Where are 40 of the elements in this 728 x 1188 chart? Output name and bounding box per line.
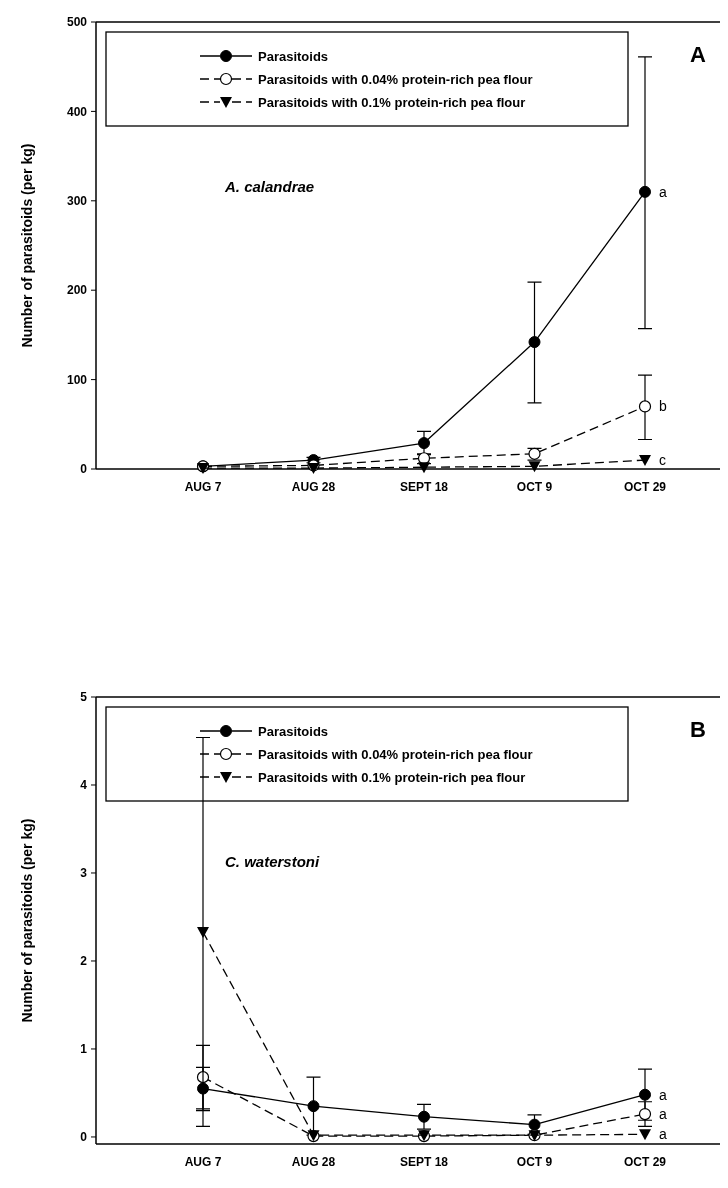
x-tick-label: AUG 28	[291, 1155, 336, 1169]
x-tick-label: OCT 9	[516, 480, 553, 494]
annotation: c	[659, 451, 666, 468]
x-tick-label: OCT 29	[623, 1155, 667, 1169]
y-tick-label: 100	[66, 372, 88, 387]
annotation: A. calandrae	[224, 178, 315, 195]
annotation: a	[659, 183, 667, 200]
legend-label: Parasitoids with 0.04% protein-rich pea flour	[258, 71, 533, 87]
legend-label: Parasitoids with 0.1% protein-rich pea flour	[258, 769, 526, 785]
y-axis-title: Number of parasitoids (per kg)	[19, 818, 35, 1023]
y-tick-label: 0	[80, 1130, 88, 1145]
x-tick-label: SEPT 18	[399, 1155, 449, 1169]
y-tick-label: 3	[80, 866, 88, 881]
legend-label: Parasitoids	[258, 723, 329, 739]
annotation: a	[659, 1126, 667, 1143]
legend-label: Parasitoids	[258, 48, 329, 64]
y-tick-label: 200	[66, 283, 88, 298]
y-tick-label: 4	[80, 778, 88, 793]
annotation: a	[659, 1105, 667, 1122]
annotation: C. waterstoni	[225, 853, 321, 870]
text: B	[690, 717, 706, 742]
x-tick-label: OCT 29	[623, 480, 667, 494]
x-tick-label: SEPT 18	[399, 480, 449, 494]
text: A	[690, 42, 707, 67]
legend-label: Parasitoids with 0.1% protein-rich pea flour	[258, 94, 526, 110]
annotation: a	[659, 1086, 667, 1103]
y-axis-title: Number of parasitoids (per kg)	[19, 143, 35, 348]
y-tick-label: 500	[66, 15, 88, 30]
annotation: b	[659, 398, 667, 415]
legend-label: Parasitoids with 0.04% protein-rich pea flour	[258, 746, 533, 762]
x-tick-label: AUG 7	[184, 1155, 222, 1169]
y-tick-label: 0	[80, 462, 88, 477]
y-tick-label: 400	[66, 104, 88, 119]
y-tick-label: 2	[80, 954, 88, 969]
y-tick-label: 1	[80, 1042, 88, 1057]
x-tick-label: OCT 9	[516, 1155, 553, 1169]
x-tick-label: AUG 7	[184, 480, 222, 494]
y-tick-label: 300	[66, 194, 88, 208]
y-tick-label: 5	[80, 690, 88, 705]
x-tick-label: AUG 28	[291, 480, 336, 494]
